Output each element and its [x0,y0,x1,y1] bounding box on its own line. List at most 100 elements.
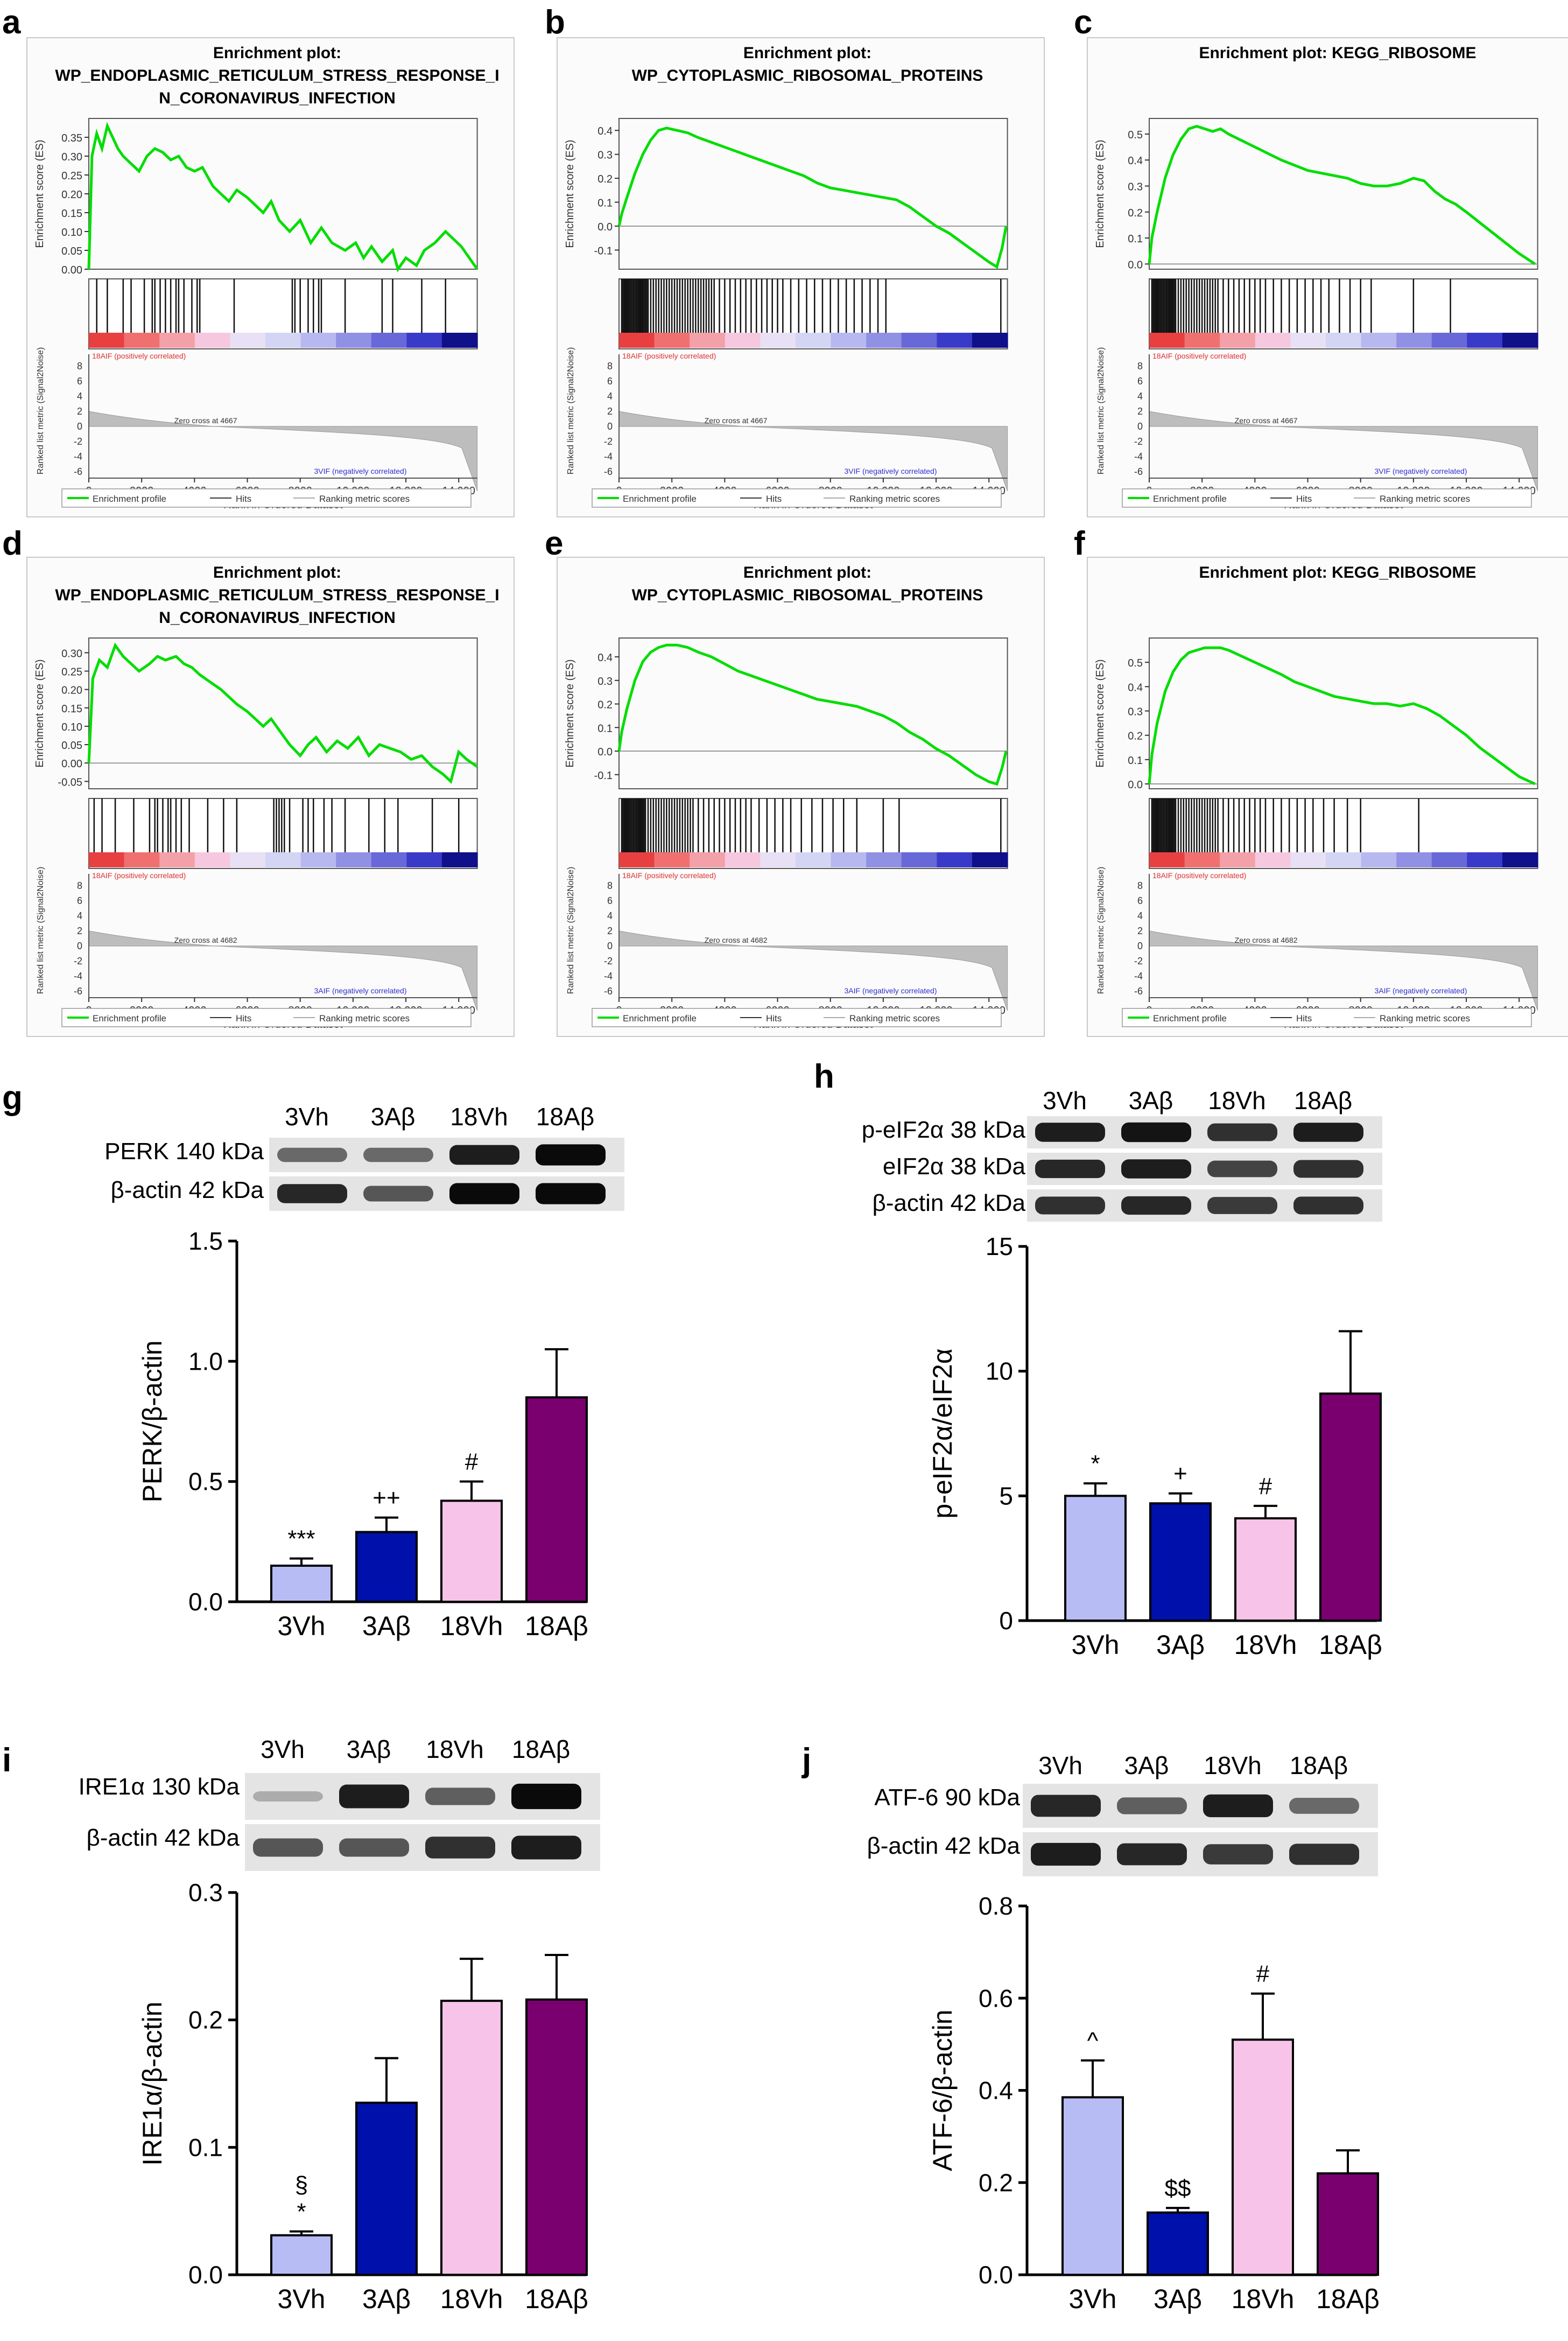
es-tick-label: 0.4 [597,652,613,664]
y-tick-label: 0.0 [188,2261,223,2289]
metric-tick-label: -2 [604,956,613,966]
category-label: 18Aβ [1319,1630,1382,1660]
bar [525,1998,588,2276]
es-curve [617,643,1008,786]
significance-annotation: * [1091,1450,1100,1477]
lane-label: 3Vh [261,1735,305,1763]
gsea-frame [557,557,1045,1037]
gsea-title-line: WP_CYTOPLASMIC_RIBOSOMAL_PROTEINS [632,586,983,604]
legend-hits-label: Hits [1296,1013,1312,1024]
ranking-heat-segment [972,333,1008,348]
blot-band [253,1838,323,1857]
es-tick-label: 0.15 [61,703,82,715]
metric-axis-label: Ranked list metric (Signal2Noise) [1096,347,1106,475]
ranking-heat-segment [937,333,973,348]
lane-label: 18Vh [1204,1751,1261,1779]
metric-tick-label: 4 [77,910,82,921]
blot-band [1289,1844,1359,1865]
zero-cross-label: Zero cross at 4667 [174,416,237,425]
metric-tick-label: -6 [74,466,82,477]
gsea-legend-box [1122,1008,1532,1027]
lane-label: 3Aβ [1124,1751,1169,1779]
es-tick-label: 0.1 [597,198,613,209]
es-plot-area [88,637,478,789]
ranking-heat-segment [1290,852,1326,867]
blot-row-label: IRE1α 130 kDa [79,1774,240,1800]
es-tick-label: 0.10 [61,227,82,239]
lane-label: 3Vh [1038,1751,1082,1779]
metric-tick-label: -2 [604,436,613,447]
gsea-title-line: Enrichment plot: KEGG_RIBOSOME [1199,44,1476,62]
metric-tick-label: 2 [1137,406,1143,417]
significance-annotation: * [297,2199,306,2225]
lane-label: 18Vh [450,1103,508,1131]
ranking-heat-segment [619,333,655,348]
ranking-heat-segment [725,852,761,867]
ranking-heat-segment [124,852,160,867]
blot-band [363,1186,433,1202]
y-tick-label: 1.0 [188,1347,223,1375]
ranking-heat-segment [1149,333,1185,348]
es-tick-label: 0.35 [61,132,82,144]
ranking-heat-segment [1326,852,1362,867]
blot-band [363,1147,433,1162]
negative-correlation-label: 3AIF (negatively correlated) [314,986,407,995]
blot-band [1293,1196,1363,1215]
category-label: 18Vh [1232,2284,1295,2314]
negative-correlation-label: 3AIF (negatively correlated) [1375,986,1467,995]
es-curve [87,642,479,784]
category-label: 3Aβ [362,2284,411,2314]
ranking-metric-area [88,930,478,1011]
gsea-legend-box [592,1008,1002,1027]
blot-band [253,1791,323,1802]
es-axis-label: Enrichment score (ES) [1094,659,1106,767]
ranking-heat-segment [124,333,160,348]
ranking-heat-segment [1396,852,1432,867]
bar [355,1531,418,1603]
metric-tick-label: 0 [77,421,82,432]
bar [1149,1502,1212,1622]
ranking-heat-segment [654,852,691,867]
bar [525,1396,588,1603]
es-tick-label: 0.3 [597,150,613,162]
metric-tick-label: 0 [1137,421,1143,432]
negative-correlation-label: 3VIF (negatively correlated) [314,467,407,475]
bar [1234,1517,1297,1622]
legend-profile-label: Enrichment profile [1153,494,1227,504]
y-axis-label: p-eIF2α/eIF2α [927,1348,958,1518]
es-tick-label: 0.5 [1128,129,1143,141]
category-label: 18Vh [1234,1630,1297,1660]
ranking-metric-area [618,411,1008,492]
legend-profile-label: Enrichment profile [623,494,697,504]
significance-annotation: # [465,1449,479,1475]
metric-tick-label: 4 [1137,391,1143,402]
ranking-heat-segment [336,852,372,867]
blot-band [1121,1196,1191,1215]
significance-annotation: *** [287,1526,315,1552]
legend-profile-label: Enrichment profile [623,1013,697,1024]
y-tick-label: 0.2 [188,2006,223,2034]
blot-band [536,1144,606,1166]
es-tick-label: 0.2 [597,699,613,711]
gsea-legend-box [592,488,1002,508]
blot-band [425,1837,495,1859]
legend-ranking-label: Ranking metric scores [319,1013,410,1024]
metric-tick-label: 0 [607,941,613,951]
metric-tick-label: 2 [77,926,82,936]
positive-correlation-label: 18AIF (positively correlated) [1152,352,1246,360]
bar [1147,2211,1209,2276]
blot-band [425,1788,495,1805]
lane-label: 18Aβ [1290,1751,1348,1779]
metric-tick-label: 8 [607,880,613,891]
blot-band [1031,1842,1101,1866]
ranking-heat-segment [937,852,973,867]
y-axis-label: PERK/β-actin [137,1340,167,1502]
ranking-heat-segment [89,852,125,867]
blot-band [1203,1844,1273,1865]
y-tick-label: 15 [986,1232,1013,1260]
es-tick-label: 0.00 [61,758,82,770]
ranking-heat-segment [406,852,442,867]
category-label: 3Vh [278,1611,326,1641]
gsea-legend-box [61,488,472,508]
